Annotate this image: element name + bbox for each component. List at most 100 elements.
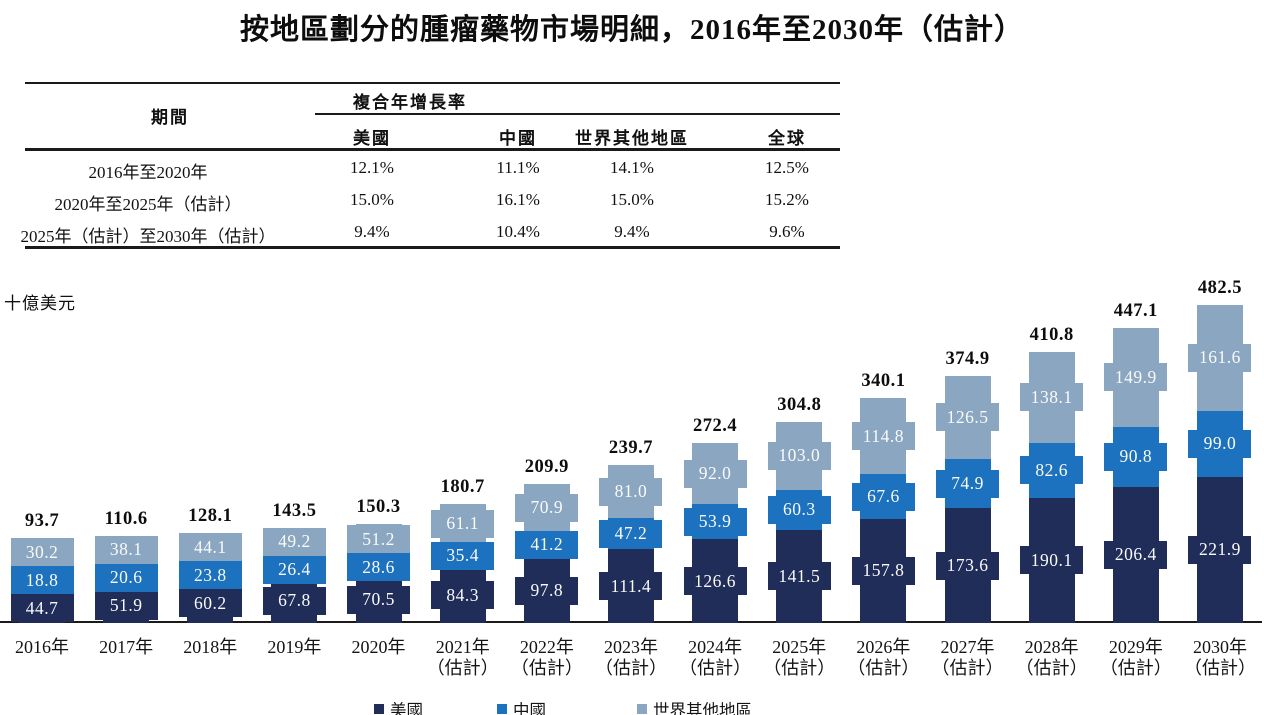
table-cell: 12.5% (765, 158, 809, 177)
bar-value-label: 221.9 (1188, 535, 1252, 564)
table-row-period: 2020年至2025年（估計） (54, 195, 242, 214)
table-top-rule (25, 82, 840, 84)
x-tick-label: 2030年 （估計） (1183, 637, 1256, 678)
table-bottom-rule (25, 246, 840, 249)
table-cell: 14.1% (610, 158, 654, 177)
x-tick-label: 2019年 (267, 637, 322, 657)
bar-value-label: 26.4 (262, 555, 326, 584)
bar-value-label: 84.3 (431, 581, 495, 610)
table-cell: 15.0% (610, 190, 654, 209)
bar-value-label: 149.9 (1104, 363, 1168, 392)
bar-value-label: 126.5 (936, 403, 1000, 432)
bar-total-label: 150.3 (356, 496, 401, 517)
bar-value-label: 53.9 (683, 507, 747, 536)
bar-value-label: 138.1 (1020, 383, 1084, 412)
bar-value-label: 18.8 (10, 566, 74, 594)
table-group-header: 複合年增長率 (353, 93, 467, 112)
x-tick-label: 2021年 （估計） (426, 637, 499, 678)
bar-value-label: 23.8 (178, 561, 242, 590)
bar-total-label: 209.9 (524, 457, 569, 478)
table-col-header-global: 全球 (768, 129, 806, 148)
x-tick-label: 2028年 （估計） (1015, 637, 1088, 678)
bar-value-label: 114.8 (851, 422, 915, 451)
x-tick-label: 2023年 （估計） (594, 637, 667, 678)
bar-value-label: 70.5 (347, 585, 411, 614)
bar-total-label: 110.6 (104, 508, 148, 529)
bar-value-label: 44.1 (178, 533, 242, 562)
bar-value-label: 60.2 (178, 589, 242, 618)
x-tick-label: 2024年 （估計） (679, 637, 752, 678)
bar-total-label: 93.7 (24, 511, 60, 531)
bar-value-label: 111.4 (599, 572, 663, 601)
table-row-period: 2025年（估計）至2030年（估計） (20, 227, 276, 246)
bar-value-label: 90.8 (1104, 442, 1168, 471)
table-cell: 10.4% (496, 222, 540, 241)
table-group-underline (315, 113, 840, 115)
bar-value-label: 30.2 (10, 538, 74, 566)
legend-swatch-us-icon (374, 704, 384, 714)
table-col-header-us: 美國 (353, 129, 391, 148)
bar-value-label: 82.6 (1020, 456, 1084, 485)
bar-value-label: 51.2 (347, 525, 411, 554)
bar-value-label: 103.0 (767, 441, 831, 470)
table-cell: 9.6% (769, 222, 805, 241)
bar-total-label: 447.1 (1113, 300, 1158, 321)
table-col-header-row: 世界其他地區 (575, 129, 689, 148)
bar-total-label: 374.9 (945, 348, 990, 369)
legend-item-us: 美國 (374, 697, 423, 715)
legend-label: 世界其他地區 (653, 701, 752, 715)
legend-item-china: 中國 (497, 697, 546, 715)
bar-value-label: 92.0 (683, 459, 747, 488)
bar-value-label: 60.3 (767, 495, 831, 524)
bar-value-label: 157.8 (851, 556, 915, 585)
table-cell: 15.2% (765, 190, 809, 209)
bar-value-label: 70.9 (515, 493, 579, 522)
bar-total-label: 304.8 (777, 394, 822, 415)
bar-total-label: 239.7 (608, 437, 654, 458)
table-cell: 15.0% (350, 190, 394, 209)
bar-value-label: 190.1 (1020, 546, 1084, 575)
bar-value-label: 126.6 (683, 567, 747, 596)
bar-value-label: 20.6 (94, 563, 158, 592)
bar-total-label: 143.5 (272, 500, 317, 521)
bar-value-label: 61.1 (431, 509, 495, 538)
table-cell: 9.4% (354, 222, 390, 241)
bar-total-label: 340.1 (861, 371, 906, 392)
table-cell: 12.1% (350, 158, 394, 177)
table-cell: 11.1% (496, 158, 540, 177)
bar-total-label: 410.8 (1029, 324, 1074, 345)
legend-label: 美國 (390, 701, 423, 715)
table-period-header: 期間 (151, 108, 189, 127)
legend-item-row: 世界其他地區 (637, 697, 752, 715)
bar-value-label: 51.9 (94, 591, 158, 620)
bar-value-label: 99.0 (1188, 429, 1252, 458)
bar-value-label: 173.6 (936, 551, 1000, 580)
bar-value-label: 41.2 (515, 530, 579, 559)
bar-value-label: 74.9 (936, 469, 1000, 498)
bar-value-label: 47.2 (599, 519, 663, 548)
bar-total-label: 180.7 (440, 476, 485, 497)
bar-value-label: 97.8 (515, 576, 579, 605)
legend-swatch-row-icon (637, 704, 647, 714)
bar-value-label: 81.0 (599, 477, 663, 506)
x-tick-label: 2017年 (99, 637, 154, 657)
bar-value-label: 35.4 (431, 541, 495, 570)
y-axis-unit-label: 十億美元 (4, 294, 76, 313)
table-cell: 16.1% (496, 190, 540, 209)
x-tick-label: 2018年 (183, 637, 238, 657)
legend-swatch-china-icon (497, 704, 507, 714)
table-cell: 9.4% (614, 222, 650, 241)
x-tick-label: 2029年 （估計） (1099, 637, 1172, 678)
x-tick-label: 2016年 (15, 637, 69, 657)
bar-value-label: 67.8 (262, 586, 326, 615)
x-tick-label: 2022年 （估計） (510, 637, 583, 678)
bar-value-label: 49.2 (262, 527, 326, 556)
x-tick-label: 2020年 (351, 637, 406, 657)
table-col-header-china: 中國 (499, 129, 537, 148)
bar-total-label: 272.4 (693, 416, 738, 437)
legend-label: 中國 (513, 701, 546, 715)
bar-value-label: 206.4 (1104, 540, 1168, 569)
page-title: 按地區劃分的腫瘤藥物市場明細，2016年至2030年（估計） (239, 14, 1024, 46)
bar-value-label: 161.6 (1188, 343, 1252, 372)
